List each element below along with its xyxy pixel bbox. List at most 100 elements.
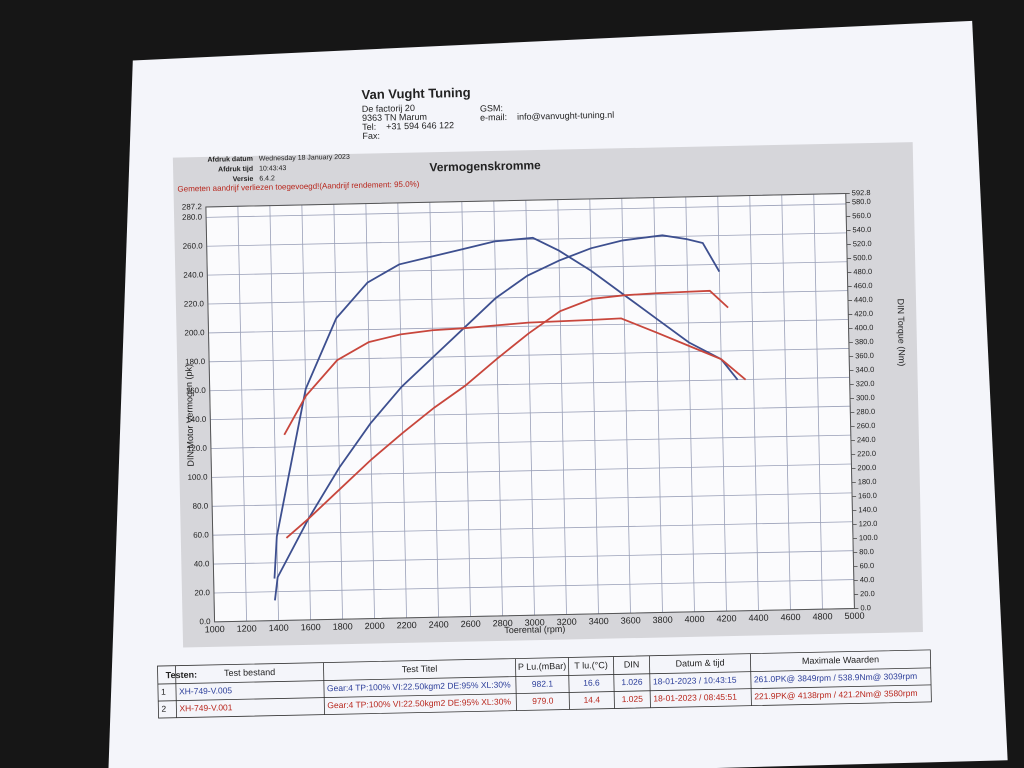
series-line bbox=[274, 234, 721, 601]
y-tick-label: 287.2 bbox=[182, 202, 203, 211]
series-line bbox=[273, 236, 739, 579]
grid-line bbox=[209, 348, 849, 363]
table-header: Maximale Waarden bbox=[802, 654, 879, 666]
grid-line bbox=[212, 492, 853, 507]
grid-line bbox=[461, 201, 471, 617]
gsm-label: GSM: bbox=[480, 103, 503, 113]
table-cell: 1 bbox=[161, 687, 166, 697]
grid-line bbox=[333, 204, 343, 620]
y2-tick-label: 220.0 bbox=[857, 449, 876, 458]
tel: +31 594 646 122 bbox=[386, 120, 454, 131]
table-cell: 1.025 bbox=[622, 694, 644, 704]
y-tick-label: 160.0 bbox=[186, 386, 207, 395]
series-line bbox=[285, 289, 729, 539]
table-col bbox=[323, 662, 325, 715]
x-tick-label: 4600 bbox=[780, 612, 800, 622]
y-tick-label: 40.0 bbox=[194, 559, 210, 568]
table-col bbox=[648, 655, 651, 708]
table-header: DIN bbox=[624, 659, 640, 669]
y2-tick-label: 300.0 bbox=[856, 393, 875, 402]
y-tick-label: 20.0 bbox=[194, 588, 210, 597]
x-tick-label: 1400 bbox=[269, 623, 289, 633]
y-tick-label: 100.0 bbox=[187, 473, 208, 482]
table-col bbox=[175, 665, 177, 718]
postcode: 9363 TN Marum bbox=[362, 112, 427, 123]
grid-line bbox=[365, 203, 375, 619]
grid-line bbox=[211, 463, 852, 478]
x-tick-label: 3200 bbox=[557, 617, 577, 627]
meta-label: Versie bbox=[233, 176, 254, 183]
table-cell: 16.6 bbox=[583, 678, 600, 688]
y2-tick-label: 380.0 bbox=[855, 337, 874, 346]
y-tick-label: 280.0 bbox=[182, 213, 203, 222]
grid-line bbox=[209, 376, 850, 392]
tel-label: Tel: bbox=[362, 122, 376, 132]
y2-tick-label: 160.0 bbox=[858, 491, 877, 500]
grid-line bbox=[208, 319, 849, 334]
x-tick-label: 4200 bbox=[716, 613, 736, 623]
grid-line bbox=[749, 195, 759, 611]
grid-line bbox=[269, 205, 279, 621]
y2-tick-label: 360.0 bbox=[855, 351, 874, 360]
table-cell: 1.026 bbox=[621, 677, 643, 687]
grid-line bbox=[301, 204, 311, 620]
table-col bbox=[749, 653, 752, 706]
table-cell: 14.4 bbox=[583, 695, 600, 705]
series-line bbox=[283, 317, 747, 436]
x-tick-label: 4400 bbox=[748, 613, 768, 623]
table-col bbox=[612, 656, 615, 709]
fax-label: Fax: bbox=[362, 131, 380, 141]
table-cell: Gear:4 TP:100% VI:22.50kgm2 DE:95% XL:30… bbox=[327, 696, 511, 710]
x-axis-label: Toerental (rpm) bbox=[504, 624, 565, 635]
y-tick-label: 120.0 bbox=[187, 444, 208, 453]
y2-tick-label: 520.0 bbox=[853, 239, 872, 248]
meta-label: Afdruk datum bbox=[207, 156, 253, 164]
y2-tick-label: 140.0 bbox=[858, 505, 877, 514]
y2-tick-label: 60.0 bbox=[859, 561, 874, 570]
y2-tick-label: 580.0 bbox=[852, 197, 871, 206]
x-tick-label: 3000 bbox=[525, 617, 545, 627]
x-tick-label: 5000 bbox=[844, 611, 864, 621]
grid-line bbox=[493, 200, 503, 616]
y2-tick-label: 100.0 bbox=[859, 533, 878, 542]
y-tick-label: 0.0 bbox=[199, 617, 211, 626]
y2-tick-label: 560.0 bbox=[852, 211, 871, 220]
email: info@vanvught-tuning.nl bbox=[517, 110, 614, 122]
table-row-line bbox=[157, 667, 931, 685]
table-caption: Testen: bbox=[166, 670, 198, 681]
table-cell: Gear:4 TP:100% VI:22.50kgm2 DE:95% XL:30… bbox=[327, 679, 511, 693]
x-tick-label: 2600 bbox=[461, 619, 481, 629]
grid-line bbox=[589, 198, 599, 614]
y2-tick-label: 320.0 bbox=[856, 379, 875, 388]
table-col bbox=[515, 658, 517, 711]
y2-tick-label: 500.0 bbox=[853, 253, 872, 262]
table-cell: 221.9PK@ 4138rpm / 421.2Nm@ 3580rpm bbox=[754, 688, 917, 701]
x-tick-label: 3600 bbox=[621, 615, 641, 625]
table-header: Test Titel bbox=[402, 664, 438, 675]
x-tick-label: 3400 bbox=[589, 616, 609, 626]
meta-label: Afdruk tijd bbox=[218, 166, 253, 174]
email-label: e-mail: bbox=[480, 112, 507, 123]
y2-tick-label: 120.0 bbox=[859, 519, 878, 528]
grid-line bbox=[210, 405, 851, 421]
y-tick-label: 180.0 bbox=[185, 357, 206, 366]
y-tick-label: 140.0 bbox=[186, 415, 207, 424]
y-tick-label: 200.0 bbox=[184, 328, 205, 337]
x-tick-label: 1200 bbox=[237, 623, 257, 633]
x-tick-label: 2400 bbox=[429, 619, 449, 629]
x-tick-label: 2800 bbox=[493, 618, 513, 628]
y2-tick-label: 540.0 bbox=[852, 225, 871, 234]
grid-line bbox=[717, 196, 727, 612]
table-cell: 2 bbox=[161, 704, 166, 714]
chart-title: Vermogenskromme bbox=[429, 158, 541, 174]
grid-line bbox=[213, 579, 854, 594]
grid-line bbox=[685, 196, 695, 612]
y2-tick-label: 20.0 bbox=[860, 589, 875, 598]
meta-value: 10:43:43 bbox=[259, 165, 286, 173]
y2-tick-label: 460.0 bbox=[854, 281, 873, 290]
y2-axis-label: DIN Torque (Nm) bbox=[896, 298, 907, 366]
table-header: Test bestand bbox=[224, 667, 275, 678]
y2-tick-label: 240.0 bbox=[857, 435, 876, 444]
grid-line bbox=[621, 198, 631, 614]
